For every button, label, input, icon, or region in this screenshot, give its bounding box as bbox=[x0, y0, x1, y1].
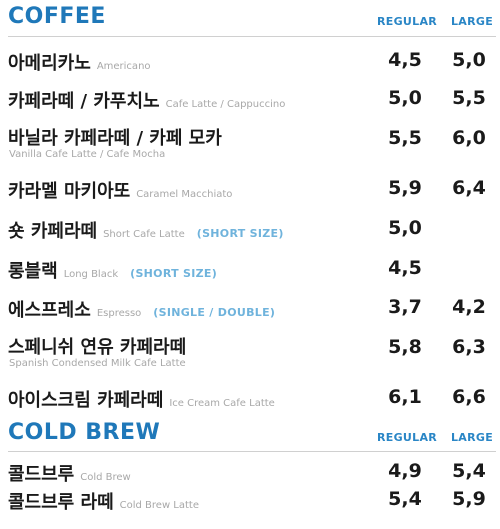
cold-brew-divider bbox=[8, 451, 496, 452]
cold-brew-regular-label: REGULAR bbox=[377, 431, 438, 444]
price-regular: 4,5 bbox=[388, 257, 422, 279]
item-name-en: Long Black bbox=[63, 269, 119, 280]
item-name-en: Cafe Latte / Cappuccino bbox=[165, 99, 286, 110]
price-large: 5,0 bbox=[452, 49, 486, 71]
item-name-en: Americano bbox=[96, 61, 151, 72]
size-note: (SHORT SIZE) bbox=[196, 227, 284, 240]
cold-brew-large-label: LARGE bbox=[451, 431, 494, 444]
item-name-ko: 에스프레소 bbox=[8, 300, 91, 321]
coffee-section-header: COFFEE REGULAR LARGE bbox=[0, 4, 500, 38]
item-name-en: Espresso bbox=[96, 308, 142, 319]
price-large: 6,0 bbox=[452, 127, 486, 149]
item-name-ko: 아이스크림 카페라떼 bbox=[8, 390, 164, 411]
cold-brew-section-title: COLD BREW bbox=[8, 420, 161, 445]
item-name-ko: 콜드브루 라떼 bbox=[8, 492, 114, 513]
item-name-en: Spanish Condensed Milk Cafe Latte bbox=[9, 358, 186, 369]
price-large: 6,6 bbox=[452, 386, 486, 408]
item-name-ko: 스페니쉬 연유 카페라떼 bbox=[8, 337, 187, 358]
item-name-en: Caramel Macchiato bbox=[136, 189, 233, 200]
menu-item-cafe-latte-cappuccino: 카페라떼 / 카푸치노 Cafe Latte / Cappuccino 5,0 5… bbox=[0, 84, 500, 120]
menu-item-caramel-macchiato: 카라멜 마키아또 Caramel Macchiato 5,9 6,4 bbox=[0, 174, 500, 210]
item-name-ko: 바닐라 카페라떼 / 카페 모카 bbox=[8, 128, 222, 149]
menu-item-vanilla-latte-mocha: 바닐라 카페라떼 / 카페 모카 Vanilla Cafe Latte / Ca… bbox=[0, 122, 500, 166]
item-name-ko: 아메리카노 bbox=[8, 53, 91, 74]
coffee-large-label: LARGE bbox=[451, 15, 494, 28]
coffee-section-title: COFFEE bbox=[8, 4, 106, 29]
menu-item-short-cafe-latte: 숏 카페라떼 Short Cafe Latte (SHORT SIZE) 5,0 bbox=[0, 214, 500, 250]
price-regular: 5,4 bbox=[388, 488, 422, 510]
item-name-ko: 카라멜 마키아또 bbox=[8, 181, 131, 202]
price-regular: 5,5 bbox=[388, 127, 422, 149]
item-name-en: Short Cafe Latte bbox=[103, 229, 185, 240]
menu-item-cold-brew-latte: 콜드브루 라떼 Cold Brew Latte 5,4 5,9 bbox=[0, 486, 500, 516]
item-name-en: Cold Brew Latte bbox=[119, 500, 200, 511]
size-note: (SHORT SIZE) bbox=[130, 267, 218, 280]
item-name-ko: 롱블랙 bbox=[8, 261, 58, 282]
item-name-ko: 콜드브루 bbox=[8, 464, 75, 485]
item-name-ko: 숏 카페라떼 bbox=[8, 221, 98, 242]
price-large: 5,4 bbox=[452, 460, 486, 482]
price-regular: 5,0 bbox=[388, 87, 422, 109]
menu-item-espresso: 에스프레소 Espresso (SINGLE / DOUBLE) 3,7 4,2 bbox=[0, 293, 500, 329]
menu-item-spanish-condensed-milk-latte: 스페니쉬 연유 카페라떼 Spanish Condensed Milk Cafe… bbox=[0, 331, 500, 375]
price-large: 5,9 bbox=[452, 488, 486, 510]
price-regular: 4,5 bbox=[388, 49, 422, 71]
size-note: (SINGLE / DOUBLE) bbox=[153, 306, 276, 319]
cold-brew-section-header: COLD BREW REGULAR LARGE bbox=[0, 420, 500, 454]
menu-item-americano: 아메리카노 Americano 4,5 5,0 bbox=[0, 46, 500, 82]
price-large: 5,5 bbox=[452, 87, 486, 109]
price-regular: 4,9 bbox=[388, 460, 422, 482]
price-regular: 5,8 bbox=[388, 336, 422, 358]
price-regular: 6,1 bbox=[388, 386, 422, 408]
price-regular: 3,7 bbox=[388, 296, 422, 318]
item-name-en: Cold Brew bbox=[80, 472, 131, 483]
item-name-ko: 카페라떼 / 카푸치노 bbox=[8, 91, 160, 112]
menu-item-ice-cream-cafe-latte: 아이스크림 카페라떼 Ice Cream Cafe Latte 6,1 6,6 bbox=[0, 383, 500, 419]
price-regular: 5,9 bbox=[388, 177, 422, 199]
menu-item-cold-brew: 콜드브루 Cold Brew 4,9 5,4 bbox=[0, 458, 500, 488]
coffee-divider bbox=[8, 36, 496, 37]
price-large: 6,4 bbox=[452, 177, 486, 199]
price-large: 4,2 bbox=[452, 296, 486, 318]
price-large: 6,3 bbox=[452, 336, 486, 358]
item-name-en: Vanilla Cafe Latte / Cafe Mocha bbox=[9, 149, 166, 160]
coffee-regular-label: REGULAR bbox=[377, 15, 438, 28]
menu-item-long-black: 롱블랙 Long Black (SHORT SIZE) 4,5 bbox=[0, 254, 500, 290]
price-regular: 5,0 bbox=[388, 217, 422, 239]
item-name-en: Ice Cream Cafe Latte bbox=[169, 398, 275, 409]
